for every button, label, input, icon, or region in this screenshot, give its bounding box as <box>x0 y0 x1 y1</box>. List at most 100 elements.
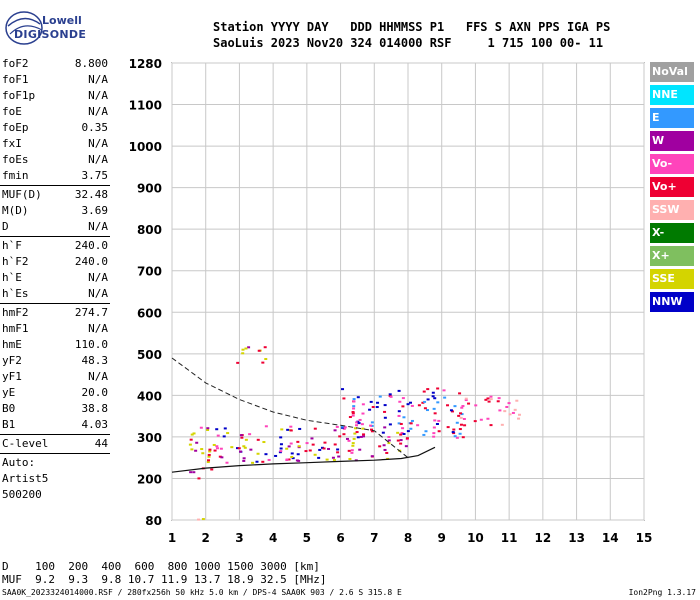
echo-point <box>285 447 289 450</box>
echo-point <box>352 398 356 401</box>
echo-point <box>497 397 501 400</box>
param-label: fxI <box>2 137 22 150</box>
echo-point <box>460 413 464 416</box>
header-line2: SaoLuis 2023 Nov20 324 014000 RSF 1 715 … <box>213 36 604 50</box>
y-tick-label: 1000 <box>129 140 162 154</box>
echo-point <box>457 414 461 417</box>
param-value: N/A <box>88 287 108 300</box>
param-row: fxI N/A <box>0 136 110 152</box>
param-row: foF1p N/A <box>0 88 110 104</box>
param-label: yF2 <box>2 354 22 367</box>
echo-point <box>436 401 440 404</box>
echo-point <box>348 416 352 419</box>
echo-point <box>515 399 519 402</box>
param-row: hmF1 N/A <box>0 321 110 337</box>
echo-point <box>333 429 337 432</box>
echo-point <box>290 452 294 455</box>
echo-point <box>453 435 457 438</box>
param-label: foF1 <box>2 73 29 86</box>
echo-point <box>455 421 459 424</box>
legend-item-nne: NNE <box>650 85 694 105</box>
echo-point <box>357 422 361 425</box>
param-value: 240.0 <box>74 239 108 252</box>
echo-point <box>396 431 400 434</box>
y-tick-label: 200 <box>137 472 162 486</box>
echo-point <box>332 458 336 461</box>
param-row: B0 38.8 <box>0 401 110 417</box>
echo-point <box>489 398 493 401</box>
echo-point <box>397 422 401 425</box>
echo-point <box>383 426 387 429</box>
echo-point <box>261 460 265 463</box>
legend-item-w: W <box>650 131 694 151</box>
echo-point <box>368 408 372 411</box>
echo-point <box>500 423 504 426</box>
echo-point <box>399 433 403 436</box>
echo-point <box>362 435 366 438</box>
param-label: M(D) <box>2 204 29 217</box>
echo-point <box>383 416 387 419</box>
echo-point <box>426 398 430 401</box>
y-tick-label: 1100 <box>129 99 162 113</box>
param-value: N/A <box>88 153 108 166</box>
echo-point <box>451 431 455 434</box>
echo-point <box>351 412 355 415</box>
echo-point <box>264 358 268 361</box>
param-row: foF2 8.800 <box>0 56 110 72</box>
echo-point <box>225 461 229 464</box>
param-value: N/A <box>88 105 108 118</box>
autoscaling-line2: Artist5 <box>2 472 49 485</box>
echo-point <box>274 454 278 457</box>
echo-point <box>409 427 413 430</box>
echo-point <box>498 409 502 412</box>
autoscaling-line1: Auto: <box>2 456 36 469</box>
y-tick-label: 1280 <box>129 57 162 71</box>
echo-point <box>352 400 356 403</box>
echo-point <box>323 441 327 444</box>
legend-item-nnw: NNW <box>650 292 694 312</box>
echo-point <box>370 424 374 427</box>
param-label: hmE <box>2 338 22 351</box>
echo-point <box>464 399 468 402</box>
legend-item-sse: SSE <box>650 269 694 289</box>
echo-point <box>351 444 355 447</box>
echo-point <box>463 424 467 427</box>
echo-point <box>310 437 314 440</box>
echo-point <box>370 428 374 431</box>
param-label: D <box>2 220 9 233</box>
echo-point <box>517 417 521 420</box>
echo-point <box>223 427 227 430</box>
echo-point <box>190 448 194 451</box>
echo-point <box>459 423 463 426</box>
footer-info: SAA0K_2023324014000.RSF / 280fx256h 50 k… <box>2 588 402 597</box>
echo-point <box>402 416 406 419</box>
echo-point <box>201 452 205 455</box>
muf-table-muf-row: MUF 9.2 9.3 9.8 10.7 11.9 13.7 18.9 32.5… <box>2 573 327 586</box>
echo-point <box>190 433 194 436</box>
param-row: h`Es N/A <box>0 286 110 302</box>
echo-point <box>496 400 500 403</box>
echo-point <box>433 412 437 415</box>
legend-item-noval: NoVal <box>650 62 694 82</box>
echo-point <box>257 349 261 352</box>
echo-point <box>369 400 373 403</box>
echo-point <box>216 447 220 450</box>
param-label: foF2 <box>2 57 29 70</box>
param-value: 20.0 <box>81 386 109 399</box>
echo-point <box>474 404 478 407</box>
echo-point <box>242 445 246 448</box>
echo-point <box>279 450 283 453</box>
echo-point <box>348 457 352 460</box>
echo-point <box>452 432 456 435</box>
echo-point <box>401 397 405 400</box>
param-row: fmin 3.75 <box>0 168 110 184</box>
echo-point <box>409 422 413 425</box>
param-row: D N/A <box>0 219 110 235</box>
x-tick-label: 5 <box>303 531 311 545</box>
echo-point <box>400 431 404 434</box>
station-header: Station YYYY DAY DDD HHMMSS P1 FFS S AXN… <box>213 19 610 51</box>
x-tick-label: 13 <box>568 531 585 545</box>
param-label: hmF2 <box>2 306 29 319</box>
param-label: foEs <box>2 153 29 166</box>
